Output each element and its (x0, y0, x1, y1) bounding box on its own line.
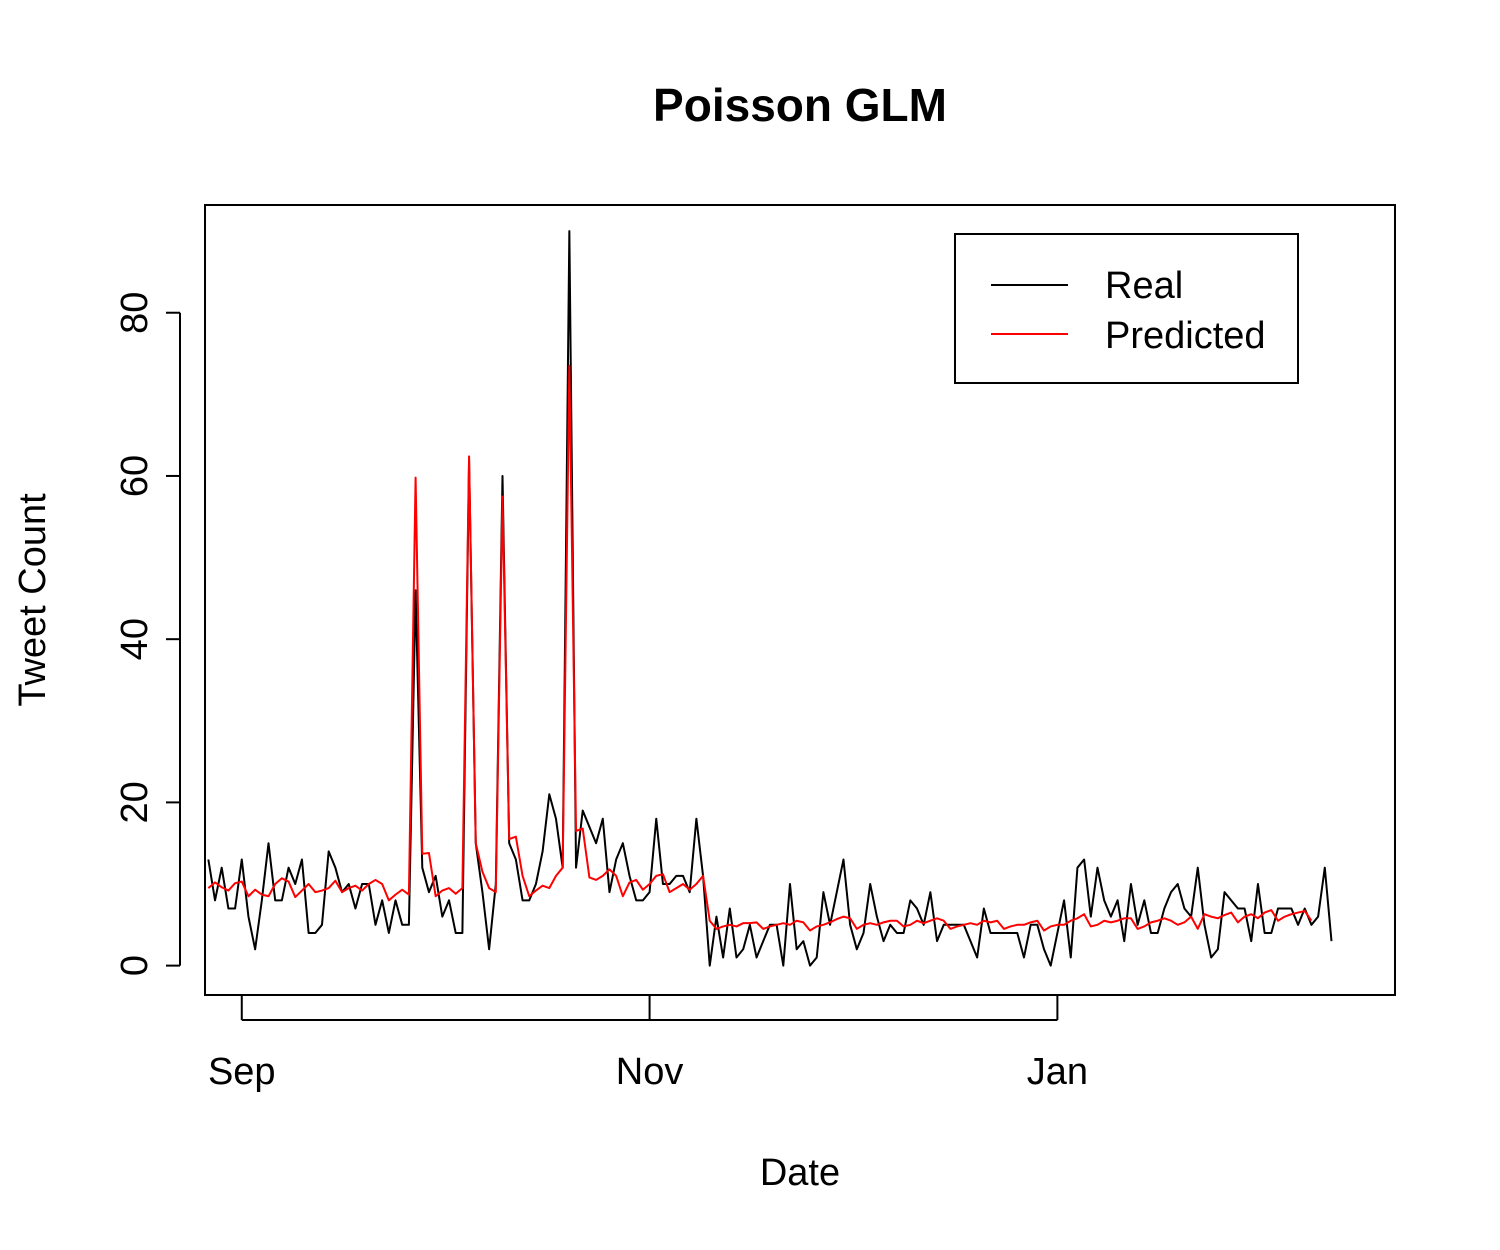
x-tick-label: Nov (616, 1051, 684, 1093)
y-tick-label: 60 (114, 455, 156, 497)
y-tick-label: 80 (114, 292, 156, 334)
legend-label-predicted: Predicted (1105, 315, 1266, 357)
legend-box (954, 233, 1299, 384)
plot-frame (204, 204, 1396, 996)
y-axis: 0 20 40 60 80 (114, 292, 181, 976)
legend: Real Predicted (954, 233, 1299, 384)
series-line-real (207, 230, 1333, 967)
y-axis-title: Tweet Count (12, 493, 54, 707)
x-axis-title: Date (760, 1152, 840, 1194)
chart-title: Poisson GLM (653, 79, 947, 131)
y-tick-label: 20 (114, 781, 156, 823)
series-layer (207, 230, 1333, 967)
y-tick-label: 0 (114, 955, 156, 976)
x-axis: Sep Nov Jan (208, 995, 1088, 1093)
x-tick-label: Sep (208, 1051, 276, 1093)
x-tick-label: Jan (1027, 1051, 1088, 1093)
y-tick-label: 40 (114, 618, 156, 660)
series-line-predicted (207, 364, 1313, 932)
legend-label-real: Real (1105, 265, 1183, 307)
